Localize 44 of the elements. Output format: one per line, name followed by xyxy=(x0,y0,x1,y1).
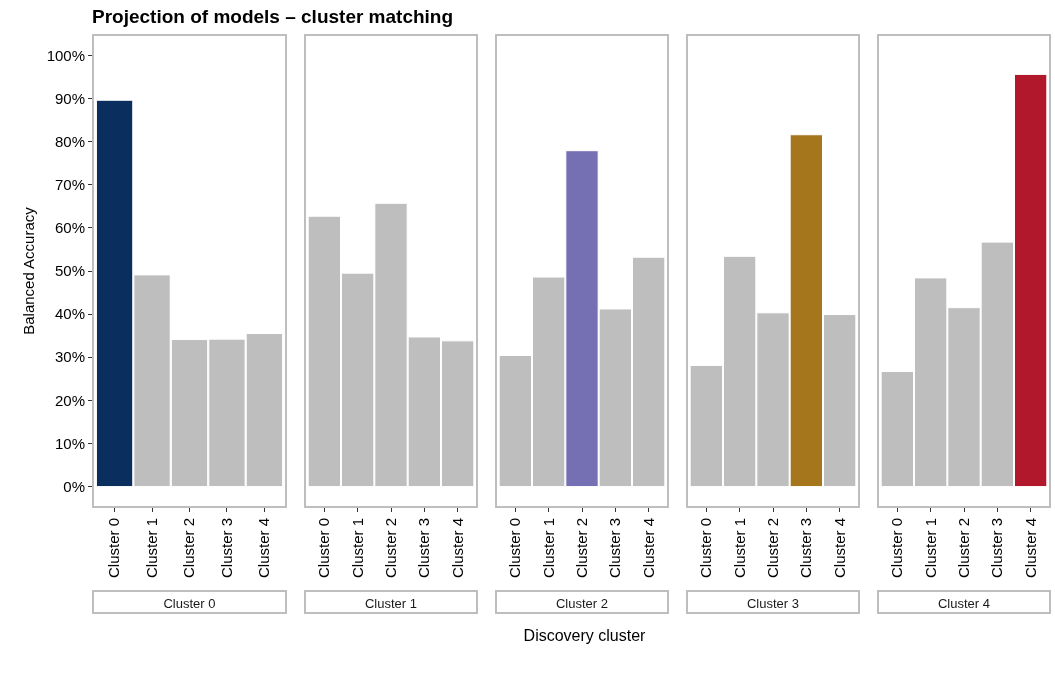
text: Cluster 4 xyxy=(877,590,1051,614)
x-tick-label: Cluster 0 xyxy=(888,518,906,579)
y-tick-label: 0% xyxy=(63,477,85,495)
y-tick-label: 40% xyxy=(54,305,85,323)
x-tick-label: Cluster 3 xyxy=(415,518,433,579)
x-tick-label: Cluster 3 xyxy=(606,518,624,579)
y-tick-label: 80% xyxy=(54,132,85,150)
y-tick-label: 30% xyxy=(54,348,85,366)
text: Cluster 1 xyxy=(304,590,478,614)
y-tick-label: 90% xyxy=(54,89,85,107)
x-tick-label: Cluster 4 xyxy=(639,518,657,579)
x-tick-label: Cluster 4 xyxy=(448,518,466,579)
x-tick-label: Cluster 2 xyxy=(180,518,198,579)
text: Projection of models – cluster matching xyxy=(92,5,455,29)
x-tick-label: Cluster 3 xyxy=(988,518,1006,579)
x-axis-title: Discovery cluster xyxy=(522,626,647,644)
x-tick-label: Cluster 4 xyxy=(255,518,273,579)
x-tick-label: Cluster 3 xyxy=(217,518,235,579)
x-tick-label: Cluster 3 xyxy=(797,518,815,579)
text: Cluster 0 xyxy=(92,590,287,614)
y-tick-label: 60% xyxy=(54,219,85,237)
x-tick-label: Cluster 1 xyxy=(730,518,748,579)
x-tick-label: Cluster 0 xyxy=(315,518,333,579)
x-tick-label: Cluster 0 xyxy=(697,518,715,579)
x-tick-label: Cluster 4 xyxy=(830,518,848,579)
y-tick-label: 50% xyxy=(54,262,85,280)
text: Cluster 3 xyxy=(686,590,860,614)
y-tick-label: 100% xyxy=(46,46,85,64)
y-axis-title: Balanced Accuracy xyxy=(20,206,38,335)
y-tick-label: 20% xyxy=(54,391,85,409)
x-tick-label: Cluster 2 xyxy=(763,518,781,579)
x-tick-label: Cluster 2 xyxy=(381,518,399,579)
x-tick-label: Cluster 1 xyxy=(348,518,366,579)
x-tick-label: Cluster 2 xyxy=(954,518,972,579)
x-tick-label: Cluster 0 xyxy=(105,518,123,579)
text: Cluster 2 xyxy=(495,590,669,614)
y-tick-label: 70% xyxy=(54,176,85,194)
y-tick-label: 10% xyxy=(54,434,85,452)
x-tick-label: Cluster 4 xyxy=(1021,518,1039,579)
x-tick-label: Cluster 2 xyxy=(572,518,590,579)
x-tick-label: Cluster 1 xyxy=(142,518,160,579)
x-tick-label: Cluster 1 xyxy=(539,518,557,579)
x-tick-label: Cluster 1 xyxy=(921,518,939,579)
x-tick-label: Cluster 0 xyxy=(506,518,524,579)
